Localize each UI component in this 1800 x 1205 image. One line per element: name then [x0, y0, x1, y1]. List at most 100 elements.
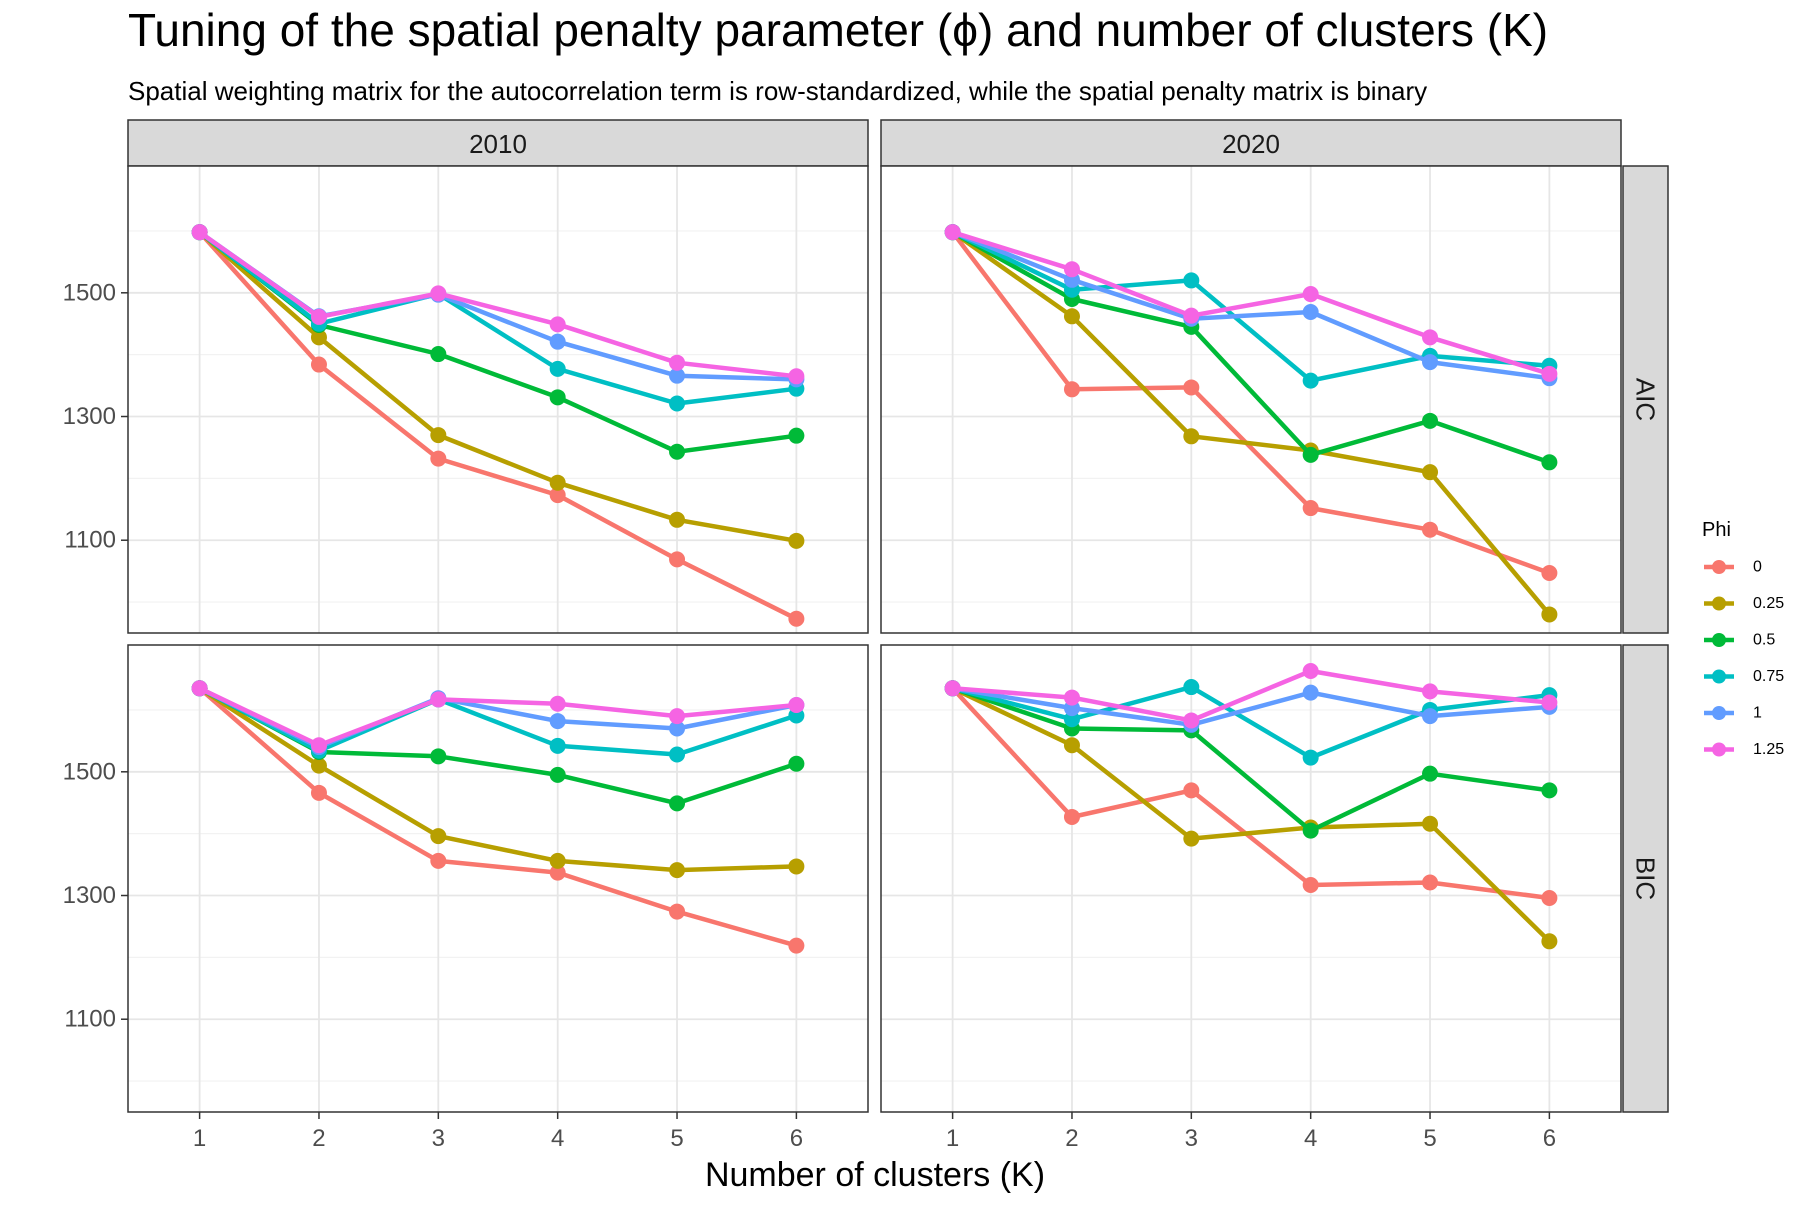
data-point-phi-0.75 — [1302, 372, 1319, 389]
data-point-phi-1.25 — [310, 737, 327, 754]
data-point-phi-1.25 — [191, 224, 208, 241]
data-point-phi-0.25 — [1422, 815, 1439, 832]
data-point-phi-0.25 — [310, 329, 327, 346]
series-line-phi-1.25 — [198, 230, 797, 379]
series-line-phi-0.25 — [198, 686, 797, 873]
panel-2020-AIC — [880, 165, 1622, 634]
legend-item-1.25: 1.25 — [1704, 741, 1784, 758]
x-tick-label: 4 — [1304, 1125, 1317, 1152]
series-line-phi-0.25 — [951, 686, 1551, 943]
chart-title: Tuning of the spatial penalty parameter … — [128, 4, 1548, 56]
data-point-phi-0.75 — [669, 746, 686, 763]
data-point-phi-1.25 — [1063, 261, 1080, 278]
data-point-phi-0.5 — [1302, 822, 1319, 839]
data-point-phi-0.25 — [669, 511, 686, 528]
data-point-phi-0.5 — [788, 755, 805, 772]
panel-border — [880, 644, 1622, 1113]
x-tick-label: 2 — [312, 1125, 325, 1152]
x-tick-label: 6 — [790, 1125, 803, 1152]
panel-border — [880, 165, 1622, 634]
data-point-phi-0.75 — [1183, 272, 1200, 289]
data-point-phi-0 — [1302, 500, 1319, 517]
facet-strip-AIC: AIC — [1622, 165, 1669, 634]
legend-key-point — [1712, 706, 1726, 720]
x-axis-label: Number of clusters (K) — [705, 1156, 1045, 1194]
series-line-phi-1.25 — [198, 686, 797, 748]
x-tick-label: 5 — [670, 1125, 683, 1152]
panel-background — [128, 166, 868, 633]
series-line-phi-1.25 — [952, 668, 1550, 723]
legend-item-1: 1 — [1704, 705, 1762, 722]
legend-key-point — [1712, 669, 1726, 684]
facet-strip-bg — [1622, 165, 1669, 634]
facet-strip-label: 2020 — [1222, 129, 1280, 159]
data-point-phi-1.25 — [788, 368, 805, 385]
legend-title: Phi — [1702, 519, 1731, 541]
series-line-phi-0 — [950, 686, 1550, 901]
x-tick-label: 5 — [1423, 1125, 1436, 1152]
data-point-phi-0.5 — [788, 427, 805, 444]
facet-strip-label: AIC — [1631, 378, 1661, 421]
data-point-phi-1.25 — [1422, 329, 1439, 346]
data-point-phi-1.25 — [191, 680, 208, 697]
legend-label: 0.5 — [1753, 632, 1775, 649]
data-point-phi-1.25 — [549, 695, 566, 712]
y-tick-label: 1100 — [64, 1006, 116, 1033]
data-point-phi-0.25 — [430, 828, 447, 845]
data-point-phi-0 — [1302, 876, 1319, 893]
x-tick-label: 2 — [1065, 1125, 1078, 1152]
x-tick-label: 1 — [946, 1125, 959, 1152]
x-tick-label: 4 — [551, 1125, 564, 1152]
data-point-phi-0 — [1183, 379, 1200, 396]
data-point-phi-1 — [669, 367, 686, 384]
data-point-phi-0 — [1422, 874, 1439, 891]
series-line-phi-0.75 — [951, 230, 1550, 383]
panel-background — [881, 645, 1621, 1112]
y-tick-label: 1300 — [63, 882, 116, 909]
legend-label: 0.75 — [1753, 668, 1784, 685]
legend: Phi 0 0.25 0.5 0.75 1 1.25 — [1702, 519, 1784, 758]
panel-2020-BIC: 1 2 3 4 5 6 — [880, 644, 1622, 1152]
data-point-phi-0.25 — [430, 427, 447, 444]
legend-label: 0 — [1753, 559, 1762, 576]
data-point-phi-1.25 — [1302, 662, 1319, 679]
data-point-phi-0.75 — [1183, 679, 1200, 696]
x-tick-label: 3 — [1185, 1125, 1198, 1152]
data-point-phi-0 — [549, 864, 566, 881]
data-point-phi-1.25 — [1063, 689, 1080, 706]
facet-strip-BIC: BIC — [1622, 644, 1669, 1113]
series-line-phi-0.25 — [198, 230, 797, 544]
legend-item-0.5: 0.5 — [1704, 632, 1775, 649]
data-point-phi-1.25 — [549, 316, 566, 333]
facet-strip-label: BIC — [1631, 857, 1661, 900]
facet-strip-2020: 2020 — [880, 119, 1622, 167]
data-point-phi-1 — [669, 720, 686, 737]
y-tick-label: 1300 — [63, 403, 116, 430]
data-point-phi-0.25 — [549, 474, 566, 491]
series-line-phi-0 — [950, 230, 1551, 576]
y-tick-label: 1100 — [64, 527, 116, 554]
data-point-phi-0 — [1063, 381, 1080, 398]
data-point-phi-0.5 — [549, 766, 566, 783]
series-line-phi-0 — [198, 686, 798, 948]
panels-layer: 2010 2020 AIC BIC 1100 1300 1500 1100 1300 1500 1 2… — [63, 119, 1669, 1152]
legend-item-0: 0 — [1704, 559, 1762, 576]
data-point-phi-0.5 — [1541, 454, 1558, 471]
data-point-phi-1.25 — [944, 224, 961, 241]
legend-key-point — [1712, 596, 1726, 611]
data-point-phi-0.5 — [669, 443, 686, 460]
data-point-phi-0.25 — [1541, 933, 1558, 950]
data-point-phi-1 — [1422, 708, 1439, 725]
legend-label: 0.25 — [1753, 595, 1784, 612]
data-point-phi-0 — [1541, 565, 1558, 582]
series-line-phi-1.25 — [951, 230, 1551, 376]
data-point-phi-1.25 — [1183, 712, 1200, 729]
panel-2010-BIC: 1100 1300 1500 1 2 3 4 5 6 — [63, 644, 869, 1152]
panel-border — [127, 644, 869, 1113]
data-point-phi-1 — [1302, 303, 1319, 320]
series-line-phi-0.25 — [951, 230, 1552, 616]
chart-subtitle: Spatial weighting matrix for the autocor… — [128, 76, 1427, 106]
data-point-phi-1.25 — [430, 285, 447, 302]
